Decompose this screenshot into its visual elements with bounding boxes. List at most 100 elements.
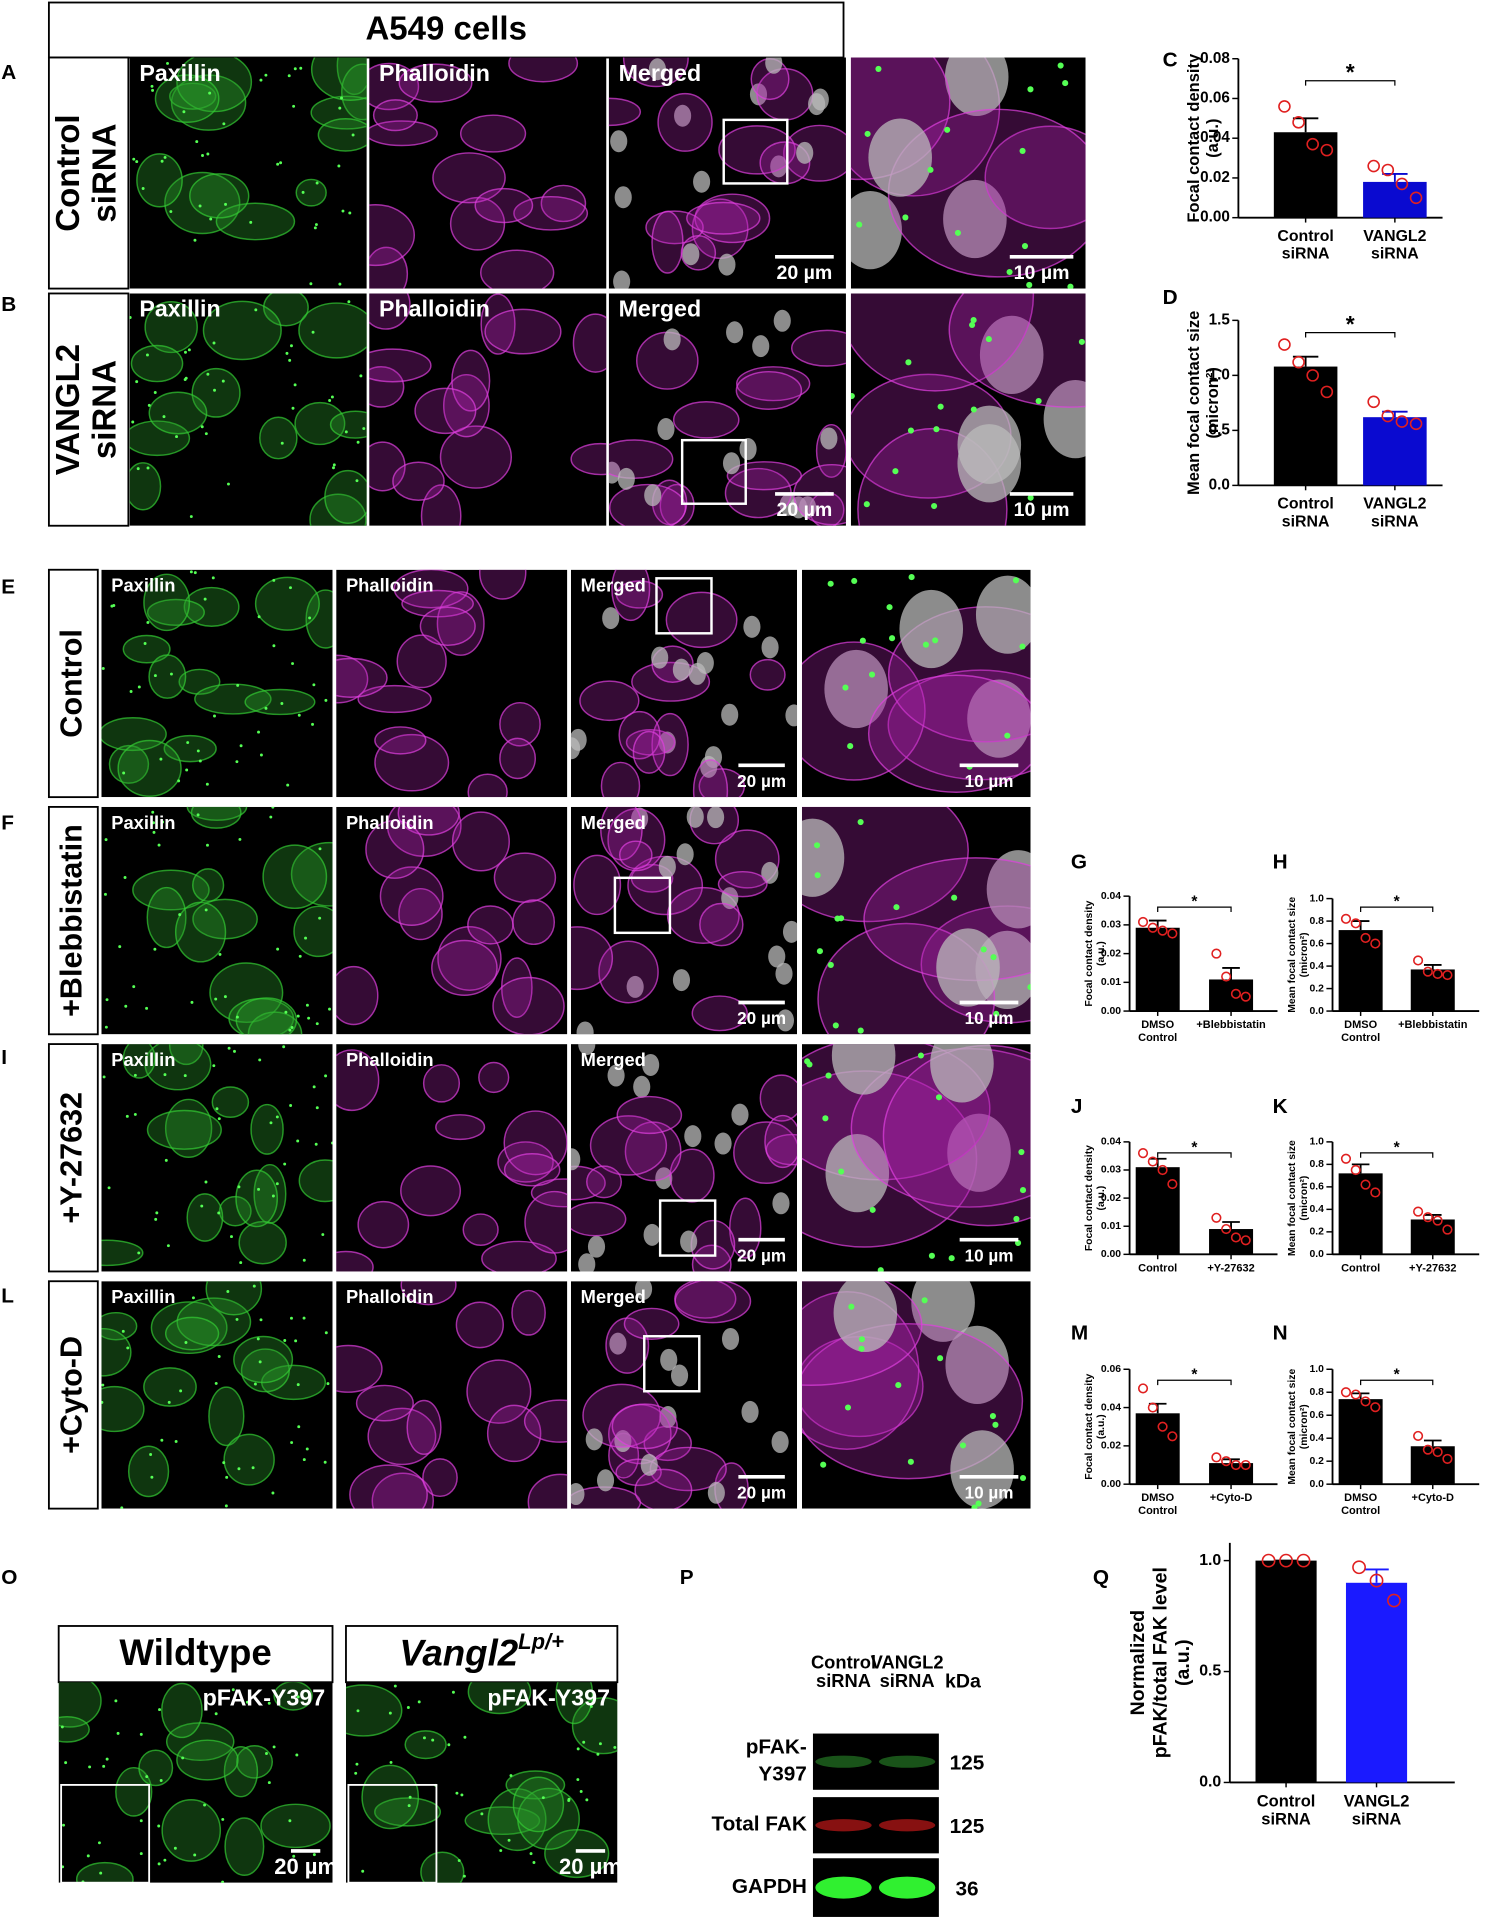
nucleus bbox=[672, 969, 691, 992]
y-tick-label: 1.0 bbox=[1209, 366, 1230, 383]
y-tick-label: 0.00 bbox=[1101, 1249, 1121, 1260]
nucleus bbox=[771, 1431, 789, 1454]
scale-bar-label: 10 µm bbox=[965, 1483, 1014, 1502]
channel-label: Merged bbox=[619, 60, 702, 86]
cell bbox=[467, 905, 514, 945]
y-axis-label: (micron²) bbox=[1299, 932, 1310, 977]
data-point bbox=[1387, 1593, 1401, 1608]
cell bbox=[345, 1684, 403, 1737]
adhesion-dot bbox=[269, 815, 273, 819]
channel-label: Merged bbox=[581, 575, 646, 596]
adhesion-dot bbox=[221, 379, 225, 383]
adhesion-dot bbox=[238, 837, 242, 841]
cell bbox=[101, 1311, 138, 1341]
y-tick-label: 0.02 bbox=[1101, 948, 1121, 959]
panel-title: Vangl2Lp/+ bbox=[399, 1629, 564, 1673]
adhesion-dot bbox=[224, 1504, 228, 1508]
cell bbox=[143, 1367, 197, 1407]
data-point bbox=[1413, 955, 1424, 966]
cell bbox=[611, 569, 651, 622]
cell bbox=[634, 1468, 693, 1509]
adhesion-dot bbox=[851, 577, 858, 585]
data-point bbox=[1432, 1446, 1443, 1458]
data-point bbox=[1240, 991, 1251, 1002]
adhesion-dot bbox=[921, 1297, 928, 1304]
cell bbox=[474, 187, 534, 224]
adhesion-dot bbox=[582, 1740, 586, 1744]
cell bbox=[512, 899, 556, 946]
cell bbox=[690, 1219, 736, 1270]
cell bbox=[369, 348, 432, 383]
adhesion-dot bbox=[585, 1798, 589, 1802]
inset-box bbox=[613, 876, 672, 935]
data-point bbox=[1350, 918, 1361, 929]
adhesion-dot bbox=[267, 1701, 271, 1705]
adhesion-dot bbox=[218, 952, 222, 956]
adhesion-dot bbox=[954, 229, 961, 236]
scale-bar-label: 20 µm bbox=[559, 1854, 622, 1879]
adhesion-dot bbox=[289, 1104, 293, 1107]
nucleus bbox=[799, 496, 817, 519]
adhesion-dot bbox=[123, 876, 127, 879]
adhesion-dot bbox=[131, 420, 135, 424]
cell bbox=[665, 591, 738, 649]
cell bbox=[208, 1386, 245, 1447]
bar bbox=[1345, 1582, 1408, 1783]
error-bar bbox=[1292, 117, 1319, 133]
nucleus bbox=[674, 104, 692, 127]
adhesion-dot bbox=[816, 948, 823, 955]
cell bbox=[801, 641, 926, 781]
data-point bbox=[1340, 1153, 1352, 1164]
cell bbox=[168, 1044, 204, 1066]
adhesion-dot bbox=[235, 760, 239, 764]
adhesion-dot bbox=[297, 713, 301, 717]
micrograph bbox=[101, 806, 333, 1035]
y-axis-label: (micron²) bbox=[1204, 367, 1222, 439]
cell bbox=[202, 300, 282, 361]
cell bbox=[605, 1317, 650, 1374]
adhesion-dot bbox=[889, 635, 896, 642]
adhesion-dot bbox=[206, 843, 209, 847]
adhesion-dot bbox=[212, 341, 216, 345]
adhesion-dot bbox=[457, 1859, 461, 1863]
adhesion-dot bbox=[294, 1339, 298, 1343]
x-tick-label: Control bbox=[1341, 1505, 1380, 1517]
adhesion-dot bbox=[460, 1793, 464, 1797]
adhesion-dot bbox=[344, 430, 348, 434]
image-background bbox=[101, 569, 333, 798]
adhesion-dot bbox=[842, 684, 849, 691]
adhesion-dot bbox=[105, 1757, 109, 1761]
nucleus bbox=[868, 118, 932, 197]
data-point bbox=[1413, 1206, 1424, 1217]
y-tick-label: 0.5 bbox=[1209, 421, 1231, 438]
nucleus bbox=[635, 1281, 653, 1301]
inset-box bbox=[722, 118, 789, 185]
adhesion-dot bbox=[291, 662, 295, 666]
adhesion-dot bbox=[992, 1421, 999, 1428]
bar bbox=[1209, 979, 1254, 1012]
adhesion-dot bbox=[850, 392, 855, 400]
adhesion-dot bbox=[132, 157, 136, 161]
adhesion-dot bbox=[145, 1006, 149, 1010]
cell bbox=[143, 573, 191, 632]
row-label: +Blebbistatin bbox=[54, 824, 88, 1017]
channel-label: Merged bbox=[581, 812, 646, 833]
adhesion-dot bbox=[328, 1007, 332, 1011]
adhesion-dot bbox=[330, 395, 334, 399]
adhesion-dot bbox=[806, 1061, 813, 1068]
cell bbox=[669, 1148, 715, 1203]
adhesion-dot bbox=[124, 1004, 128, 1008]
adhesion-dot bbox=[280, 441, 284, 445]
kda-label: 125 bbox=[950, 1752, 985, 1775]
cell bbox=[130, 344, 184, 383]
cell bbox=[455, 1301, 504, 1349]
adhesion-dot bbox=[209, 217, 213, 221]
y-tick-label: 0.4 bbox=[1310, 961, 1325, 972]
cell bbox=[524, 1190, 568, 1254]
cell bbox=[632, 730, 666, 774]
adhesion-dot bbox=[258, 1360, 262, 1364]
adhesion-dot bbox=[264, 706, 268, 710]
cell bbox=[369, 441, 406, 492]
cell bbox=[174, 901, 227, 963]
data-point bbox=[1395, 177, 1409, 191]
